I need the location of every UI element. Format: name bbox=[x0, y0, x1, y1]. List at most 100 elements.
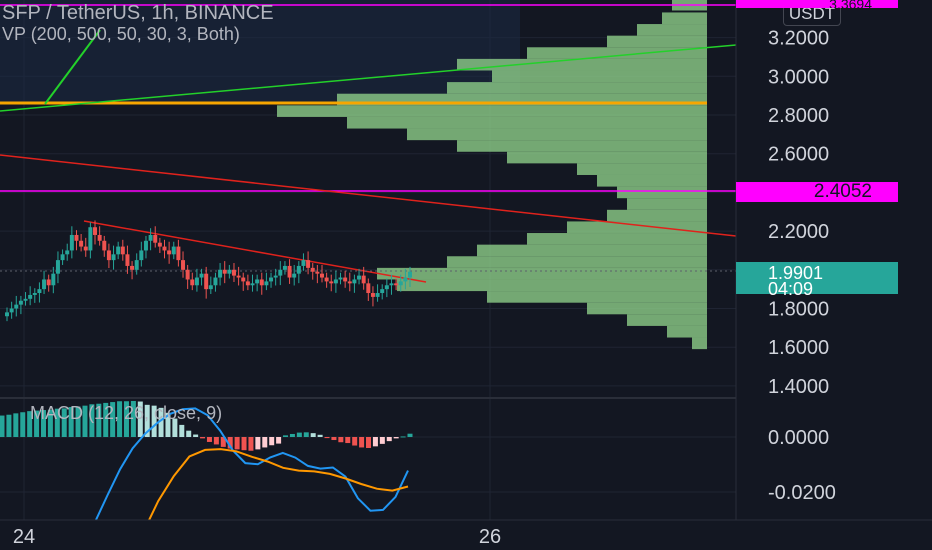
volume-profile-bar bbox=[617, 186, 707, 199]
candle-body bbox=[171, 246, 176, 255]
macd-tick-label: 0.0000 bbox=[768, 427, 829, 449]
volume-profile-bar bbox=[637, 24, 707, 36]
candle-body bbox=[79, 240, 84, 247]
macd-histogram-bar bbox=[393, 437, 399, 439]
candle-body bbox=[384, 285, 389, 290]
candle-body bbox=[23, 298, 28, 301]
candle-body bbox=[32, 293, 37, 295]
macd-histogram-bar bbox=[379, 437, 385, 444]
green-trend-line-upper bbox=[44, 29, 101, 105]
volume-profile-bar bbox=[487, 291, 707, 303]
candle-body bbox=[134, 260, 139, 270]
candle-body bbox=[347, 281, 352, 284]
candle-body bbox=[315, 271, 320, 274]
candle-body bbox=[231, 269, 236, 276]
macd-histogram-bar bbox=[172, 418, 178, 437]
candle-body bbox=[310, 267, 315, 272]
candle-body bbox=[292, 273, 297, 278]
volume-profile-bar bbox=[527, 233, 707, 245]
macd-histogram-bar bbox=[283, 435, 289, 437]
macd-histogram-bar bbox=[352, 437, 358, 446]
candle-body bbox=[398, 281, 403, 286]
candle-body bbox=[37, 289, 42, 294]
candle-body bbox=[148, 234, 153, 241]
candle-body bbox=[97, 234, 102, 241]
volume-profile-bar bbox=[627, 198, 707, 210]
candle-body bbox=[190, 279, 195, 286]
macd-histogram-bar bbox=[359, 437, 365, 448]
macd-histogram-bar bbox=[276, 437, 282, 444]
candle-body bbox=[250, 283, 255, 286]
macd-histogram-bar bbox=[262, 437, 268, 448]
macd-histogram-bar bbox=[310, 433, 316, 437]
green-trend-line-lower bbox=[0, 44, 737, 112]
candle-body bbox=[106, 250, 111, 261]
macd-histogram-bar bbox=[366, 437, 372, 448]
price-tick-label: 1.8000 bbox=[768, 299, 829, 321]
macd-line bbox=[69, 407, 409, 549]
macd-histogram-bar bbox=[317, 434, 323, 437]
volume-profile-bar bbox=[347, 116, 707, 129]
candle-body bbox=[111, 254, 116, 261]
candle-body bbox=[181, 260, 186, 270]
candle-body bbox=[255, 279, 260, 284]
macd-histogram-bar bbox=[220, 437, 226, 447]
top-line-price-tag[interactable]: 3.3694 bbox=[736, 0, 898, 8]
time-tick-label: 26 bbox=[479, 526, 501, 548]
candle-body bbox=[69, 234, 74, 251]
candle-body bbox=[60, 254, 65, 261]
macd-histogram-bar bbox=[200, 437, 206, 439]
candle-body bbox=[264, 281, 269, 286]
price-tick-label: 1.6000 bbox=[768, 337, 829, 359]
candle-body bbox=[18, 300, 23, 305]
macd-histogram-bar bbox=[248, 437, 254, 451]
volume-profile-legend[interactable]: VP (200, 500, 50, 30, 3, Both) bbox=[2, 24, 240, 44]
candle-body bbox=[333, 279, 338, 284]
candle-body bbox=[93, 227, 98, 235]
candle-body bbox=[88, 227, 93, 251]
price-tick-label: 2.8000 bbox=[768, 105, 829, 127]
volume-profile-bar bbox=[407, 128, 707, 141]
volume-profile-bar bbox=[507, 151, 707, 164]
price-tick-label: 3.0000 bbox=[768, 66, 829, 88]
macd-histogram-bar bbox=[54, 408, 60, 437]
horizontal-line-price-tag[interactable]: 2.4052 bbox=[736, 181, 898, 202]
macd-histogram-bar bbox=[193, 434, 199, 437]
macd-legend[interactable]: MACD (12, 26, close, 9) bbox=[30, 403, 223, 423]
volume-profile-bar bbox=[457, 140, 707, 152]
candle-body bbox=[306, 260, 311, 268]
bar-countdown: 04:09 bbox=[768, 279, 814, 299]
chart-title: SFP / TetherUS, 1h, BINANCE bbox=[2, 2, 274, 24]
time-axis-bg bbox=[0, 520, 932, 550]
macd-histogram-bar bbox=[151, 405, 157, 437]
candle-body bbox=[329, 281, 334, 284]
candle-body bbox=[282, 265, 287, 270]
macd-pane bbox=[0, 400, 413, 550]
candle-body bbox=[125, 254, 130, 266]
volume-profile-bar bbox=[337, 93, 707, 106]
macd-histogram-bar bbox=[13, 413, 19, 437]
candle-body bbox=[42, 279, 47, 290]
candle-body bbox=[157, 242, 162, 247]
macd-histogram-bar bbox=[255, 437, 261, 450]
last-price: 1.9901 bbox=[768, 263, 824, 283]
volume-profile-bar bbox=[597, 174, 707, 187]
candle-body bbox=[194, 277, 199, 286]
macd-histogram-bar bbox=[331, 437, 337, 441]
volume-profile-bar bbox=[607, 209, 707, 222]
macd-histogram-bar bbox=[407, 433, 413, 437]
candle-body bbox=[366, 283, 371, 294]
candle-body bbox=[83, 246, 88, 251]
candle-body bbox=[218, 269, 223, 278]
macd-histogram-bar bbox=[20, 412, 26, 437]
candle-body bbox=[176, 246, 181, 261]
candle-body bbox=[245, 281, 250, 286]
volume-profile-bar bbox=[447, 82, 707, 94]
red-trend-line-short bbox=[83, 220, 427, 283]
candle-body bbox=[380, 289, 385, 294]
candle-body bbox=[28, 294, 33, 299]
candle-body bbox=[204, 273, 209, 290]
volume-profile-bar bbox=[477, 244, 707, 257]
candle-body bbox=[14, 304, 19, 309]
volume-profile-bar bbox=[627, 314, 707, 326]
